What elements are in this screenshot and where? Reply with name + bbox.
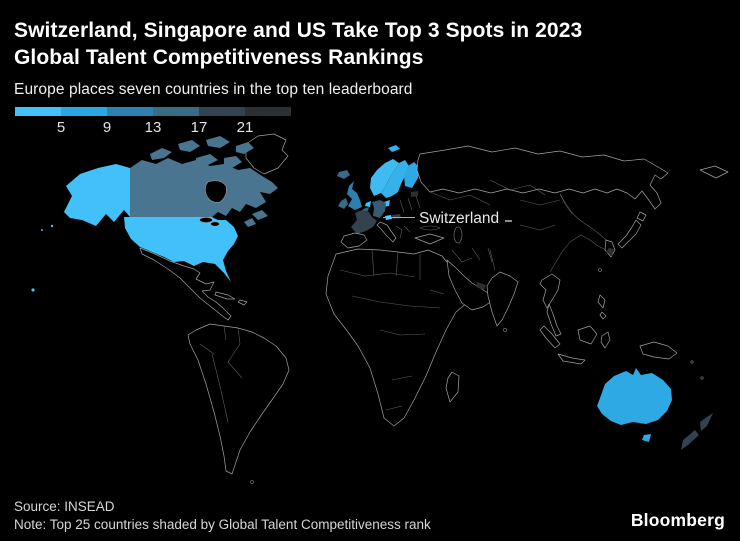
source-text: Source: INSEAD	[14, 499, 115, 514]
continent-africa-outline	[325, 248, 469, 427]
hawaii-dot	[31, 288, 35, 292]
note-text: Note: Top 25 countries shaded by Global …	[14, 516, 431, 532]
country-russia-outline	[416, 145, 669, 210]
chart-title-line2: Global Talent Competitiveness Rankings	[14, 45, 424, 69]
indochina-outline	[539, 273, 561, 309]
falkland-islands-dot	[250, 480, 254, 484]
java-outline	[557, 353, 586, 365]
legend-color-segment	[245, 107, 291, 116]
sulawesi-outline	[600, 331, 611, 349]
country-finland	[404, 162, 420, 188]
world-map: Switzerland	[0, 130, 740, 490]
country-japan-outline	[617, 219, 642, 249]
hudson-bay	[205, 180, 227, 203]
caspian-sea	[453, 226, 463, 244]
pacific-island-dot2	[700, 376, 704, 380]
south-america-inner-borders	[199, 325, 243, 423]
legend-tick-label: 9	[102, 119, 112, 136]
philippines-outline	[597, 294, 607, 320]
country-netherlands	[365, 201, 371, 207]
country-us-alaska	[64, 164, 130, 226]
country-united-states	[124, 217, 238, 282]
east-asia-coast	[549, 193, 611, 273]
chart-header: Switzerland, Singapore and US Take Top 3…	[14, 18, 726, 99]
country-greenland-outline	[245, 133, 289, 175]
color-scale-legend: 5 9 13 17 21	[15, 107, 291, 136]
borneo-outline	[577, 325, 598, 345]
chart-title-line1: Switzerland, Singapore and US Take Top 3…	[14, 19, 583, 42]
country-austria	[392, 214, 401, 219]
country-norway	[370, 159, 399, 196]
bloomberg-logo: Bloomberg	[630, 510, 725, 530]
continent-south-america-outline	[187, 323, 290, 475]
country-turkey-outline	[414, 233, 445, 245]
country-new-zealand-south	[681, 430, 699, 450]
country-iceland	[337, 170, 350, 179]
asia-inner-borders	[429, 179, 573, 271]
aleutian-island-dot2	[41, 229, 43, 231]
europe-east-inner-borders	[395, 195, 421, 239]
new-guinea-outline	[639, 341, 678, 360]
legend-color-segment	[15, 107, 61, 116]
sumatra-outline	[539, 325, 561, 349]
country-india-outline	[486, 271, 519, 327]
taiwan-dot	[598, 268, 602, 272]
japan-hokkaido-outline	[636, 211, 647, 222]
legend-tick-label: 21	[236, 119, 254, 136]
country-germany	[372, 200, 386, 218]
africa-inner-borders	[339, 249, 445, 411]
country-spain-outline	[340, 232, 368, 249]
country-canada	[130, 158, 278, 217]
country-italy-outline	[376, 221, 397, 243]
country-svalbard	[388, 145, 400, 152]
country-ireland	[338, 198, 348, 209]
legend-color-segment	[107, 107, 153, 116]
sri-lanka-dot	[503, 328, 507, 332]
chart-subtitle: Europe places seven countries in the top…	[14, 80, 413, 98]
legend-color-segment	[61, 107, 107, 116]
island-cuba-outline	[214, 291, 236, 300]
country-canada-newfoundland	[244, 210, 268, 227]
great-lake-1	[199, 217, 213, 223]
legend-color-segment	[199, 107, 245, 116]
legend-tick-label: 17	[190, 119, 208, 136]
legend-tick-label: 5	[56, 119, 66, 136]
country-mexico-central-america-outline	[139, 247, 232, 321]
country-canada-arctic-islands	[150, 136, 254, 168]
country-uae	[476, 282, 486, 290]
island-madagascar-outline	[445, 371, 460, 403]
island-hispaniola-outline	[237, 299, 248, 306]
malay-peninsula-outline	[546, 303, 562, 337]
russia-far-east-fragment	[699, 165, 729, 179]
country-australia	[597, 368, 672, 425]
chart-footer: Source: INSEAD Note: Top 25 countries sh…	[14, 498, 431, 534]
country-south-korea	[606, 248, 614, 256]
country-france	[351, 210, 377, 234]
legend-color-segment	[153, 107, 199, 116]
country-new-zealand-north	[700, 413, 713, 431]
world-map-svg: Switzerland	[31, 133, 729, 484]
black-sea-outline	[419, 225, 441, 231]
chart-title: Switzerland, Singapore and US Take Top 3…	[14, 18, 726, 72]
country-united-kingdom	[347, 181, 362, 210]
legend-tick-labels: 5 9 13 17 21	[15, 119, 291, 136]
annotation-switzerland-label: Switzerland	[419, 210, 499, 227]
legend-color-bar	[15, 107, 291, 116]
legend-tick-label: 13	[144, 119, 162, 136]
great-lake-2	[210, 221, 220, 227]
aleutian-island-dot	[50, 224, 54, 228]
country-tasmania	[642, 434, 651, 442]
pacific-island-dot1	[690, 360, 694, 364]
country-estonia	[411, 191, 418, 197]
country-sweden	[381, 160, 409, 198]
